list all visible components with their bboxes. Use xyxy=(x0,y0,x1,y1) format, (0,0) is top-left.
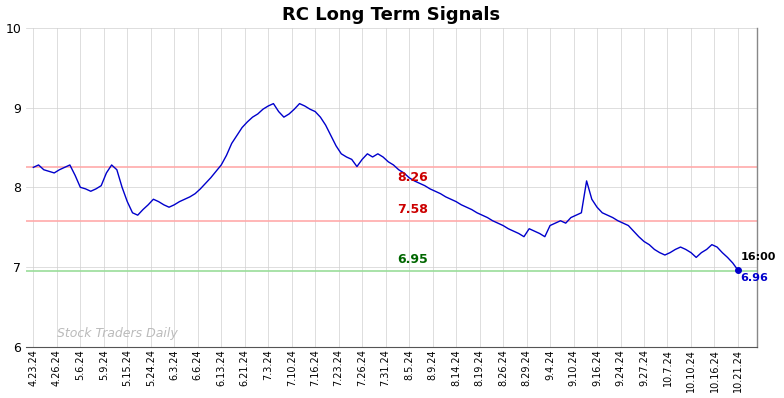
Text: 7.58: 7.58 xyxy=(397,203,428,216)
Text: Stock Traders Daily: Stock Traders Daily xyxy=(56,327,177,340)
Text: 6.96: 6.96 xyxy=(740,273,768,283)
Text: 8.26: 8.26 xyxy=(397,171,428,184)
Text: 16:00: 16:00 xyxy=(740,252,775,262)
Text: 6.95: 6.95 xyxy=(397,253,428,266)
Title: RC Long Term Signals: RC Long Term Signals xyxy=(282,6,500,23)
